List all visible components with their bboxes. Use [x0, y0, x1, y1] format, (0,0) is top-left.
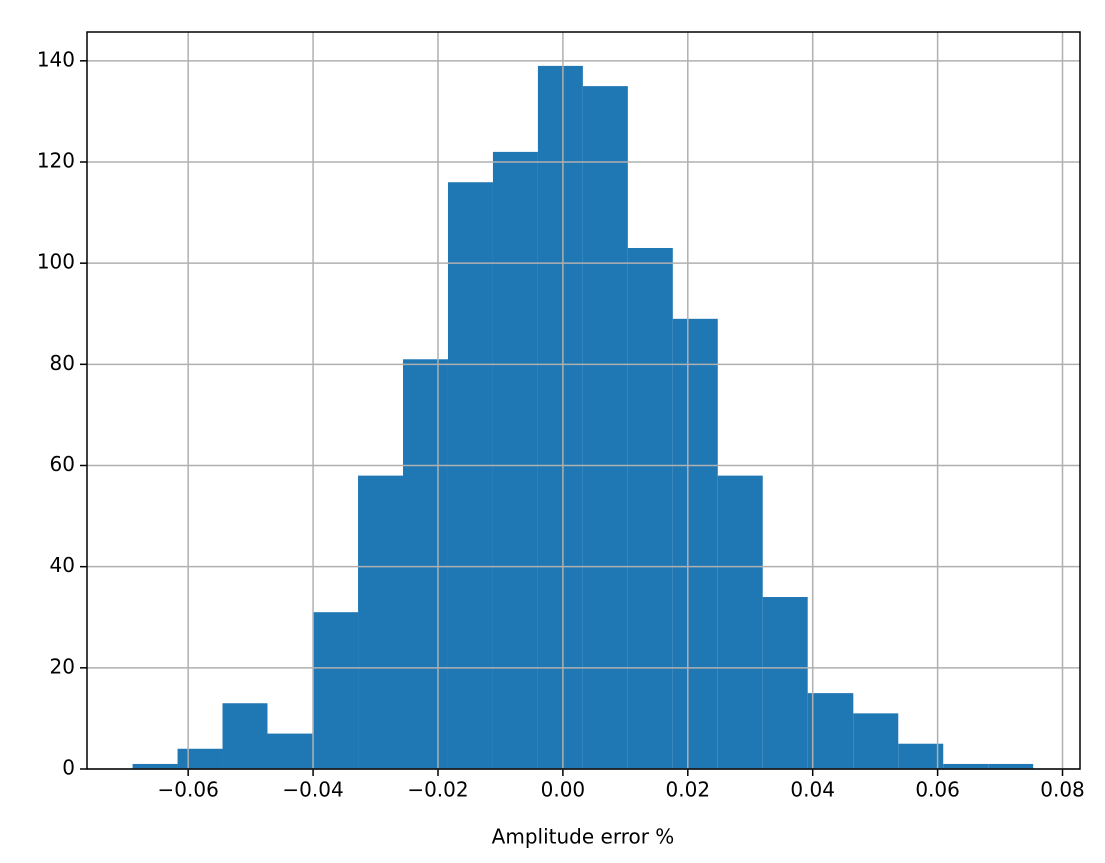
x-tick-label: −0.04	[282, 778, 343, 802]
bar	[358, 475, 404, 769]
x-tick-label: 0.04	[790, 778, 835, 802]
bar	[717, 475, 763, 769]
bar	[672, 318, 718, 769]
x-tick-label: −0.06	[158, 778, 219, 802]
bar	[267, 733, 313, 769]
bar	[447, 182, 493, 769]
bar	[537, 65, 583, 769]
bar	[177, 748, 223, 769]
bar	[132, 763, 178, 769]
bar	[312, 612, 359, 769]
x-tick-label: 0.08	[1040, 778, 1085, 802]
x-tick-label: 0.06	[915, 778, 960, 802]
y-tick-label: 0	[62, 756, 75, 780]
bar	[898, 743, 944, 769]
bar	[943, 763, 989, 769]
bar	[853, 713, 899, 769]
bar	[762, 597, 808, 769]
bar	[627, 247, 673, 769]
plot-frame	[86, 31, 1081, 770]
x-axis-label: Amplitude error %	[492, 825, 675, 849]
y-tick-label: 60	[50, 452, 75, 476]
y-tick-label: 100	[37, 250, 75, 274]
bar	[807, 693, 854, 769]
bar	[222, 703, 268, 769]
bar	[403, 359, 448, 769]
y-tick-label: 80	[50, 351, 75, 375]
x-tick-label: −0.02	[407, 778, 468, 802]
bar	[582, 86, 628, 770]
y-tick-label: 120	[37, 148, 75, 172]
y-tick-label: 40	[50, 553, 75, 577]
y-tick-label: 20	[50, 654, 75, 678]
bar	[492, 151, 538, 769]
y-tick-label: 140	[37, 47, 75, 71]
bar	[988, 763, 1034, 769]
x-tick-label: 0.00	[541, 778, 586, 802]
x-tick-label: 0.02	[666, 778, 711, 802]
